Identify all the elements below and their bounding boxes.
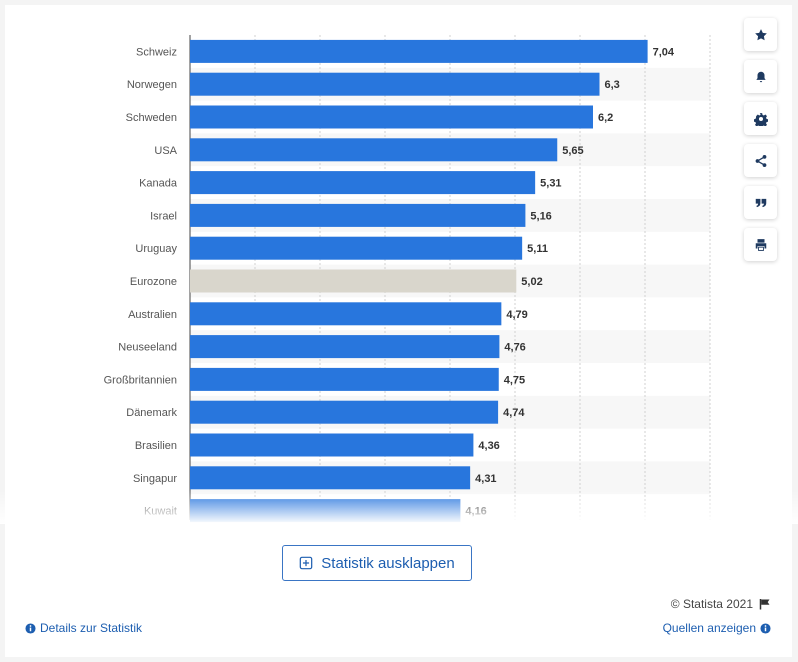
fade-overlay: [0, 490, 798, 524]
category-label: Uruguay: [135, 243, 177, 255]
details-link-label: Details zur Statistik: [40, 621, 143, 635]
sources-link[interactable]: Quellen anzeigen: [663, 621, 771, 635]
sources-link-label: Quellen anzeigen: [662, 621, 756, 635]
share-icon: [755, 154, 766, 167]
info-icon: [25, 622, 36, 634]
value-label: 5,02: [521, 276, 542, 288]
details-link[interactable]: Details zur Statistik: [25, 621, 142, 635]
value-label: 4,74: [503, 407, 525, 419]
settings-button[interactable]: [744, 102, 777, 135]
bar[interactable]: [190, 171, 536, 195]
category-label: Singapur: [133, 473, 177, 485]
flag-icon[interactable]: [759, 598, 771, 610]
value-label: 4,75: [504, 374, 525, 386]
copyright: © Statista 2021: [671, 597, 771, 611]
bar[interactable]: [190, 367, 499, 391]
value-label: 4,79: [506, 309, 527, 321]
bar[interactable]: [190, 466, 471, 490]
bar[interactable]: [190, 302, 502, 326]
bar-chart: Schweiz 7,04 Norwegen 6,3 Schweden 6,2 USA 5,65…: [0, 35, 798, 524]
value-label: 6,3: [605, 79, 620, 91]
value-label: 6,2: [598, 112, 613, 124]
plus-square-icon: [299, 556, 313, 570]
category-label: Schweiz: [136, 46, 177, 58]
category-label: Kanada: [139, 178, 178, 190]
print-icon: [755, 238, 766, 251]
category-label: Israel: [150, 210, 177, 222]
notification-button[interactable]: [744, 60, 777, 93]
value-label: 4,76: [504, 342, 525, 354]
category-label: Brasilien: [135, 440, 177, 452]
favorite-button[interactable]: [744, 18, 777, 51]
value-label: 5,31: [540, 178, 561, 190]
bar[interactable]: [190, 105, 593, 129]
share-button[interactable]: [744, 144, 777, 177]
bar[interactable]: [190, 236, 523, 260]
value-label: 5,11: [527, 243, 548, 255]
value-label: 7,04: [653, 46, 675, 58]
category-label: Norwegen: [127, 79, 177, 91]
bar[interactable]: [190, 138, 558, 162]
category-label: USA: [154, 145, 177, 157]
info-icon: [760, 622, 771, 634]
star-icon: [754, 28, 767, 40]
expand-button-label: Statistik ausklappen: [321, 554, 455, 572]
value-label: 4,31: [475, 473, 496, 485]
category-label: Neuseeland: [118, 342, 177, 354]
bar[interactable]: [190, 72, 600, 96]
side-toolbar: [744, 18, 777, 261]
bell-icon: [755, 71, 766, 82]
category-label: Eurozone: [130, 276, 177, 288]
bar[interactable]: [190, 203, 526, 227]
copyright-text: © Statista 2021: [670, 597, 753, 611]
value-label: 5,16: [530, 210, 551, 222]
gear-icon: [753, 112, 768, 126]
bar[interactable]: [190, 335, 500, 359]
cite-button[interactable]: [744, 186, 777, 219]
bar[interactable]: [190, 269, 517, 293]
bar[interactable]: [190, 433, 474, 457]
quote-icon: [755, 198, 766, 207]
category-label: Großbritannien: [104, 374, 177, 386]
expand-statistic-button[interactable]: Statistik ausklappen: [282, 545, 472, 581]
value-label: 5,65: [562, 145, 583, 157]
bar[interactable]: [190, 39, 648, 63]
print-button[interactable]: [744, 228, 777, 261]
value-label: 4,36: [478, 440, 499, 452]
category-label: Schweden: [126, 112, 177, 124]
category-label: Dänemark: [126, 407, 177, 419]
bar[interactable]: [190, 400, 499, 424]
category-label: Australien: [128, 309, 177, 321]
